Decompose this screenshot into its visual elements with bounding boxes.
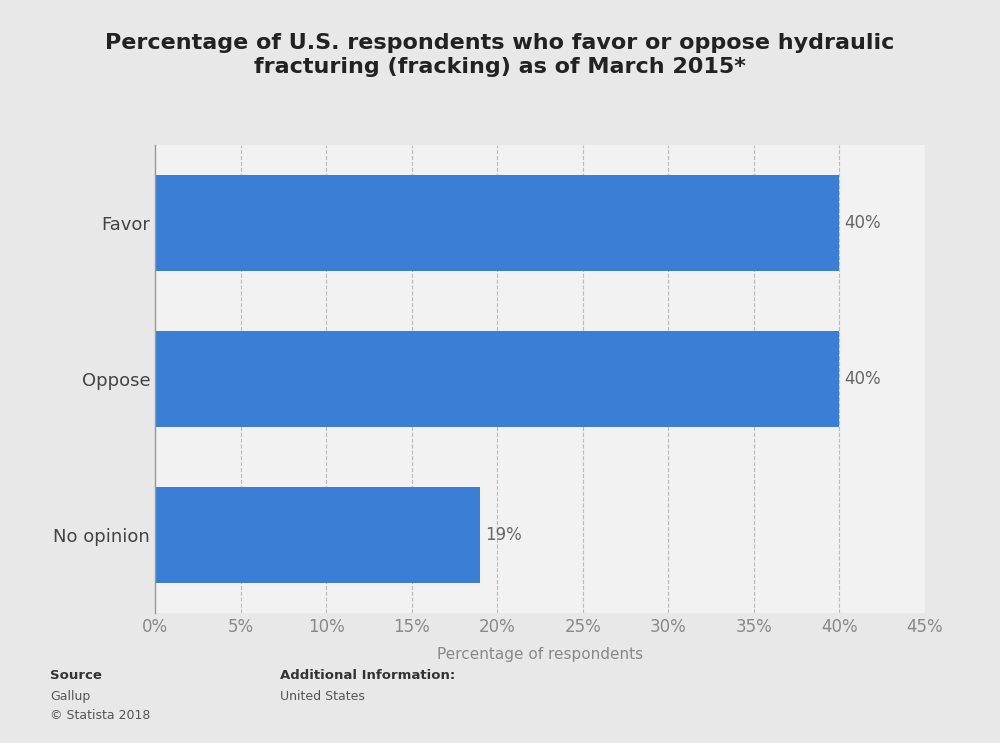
Text: 40%: 40% <box>845 214 881 232</box>
Bar <box>155 175 839 271</box>
Bar <box>155 331 839 427</box>
Text: 19%: 19% <box>485 526 522 544</box>
X-axis label: Percentage of respondents: Percentage of respondents <box>437 647 643 662</box>
Text: Source: Source <box>50 669 102 681</box>
Bar <box>155 487 480 583</box>
Text: Additional Information:: Additional Information: <box>280 669 455 681</box>
Text: Percentage of U.S. respondents who favor or oppose hydraulic
fracturing (frackin: Percentage of U.S. respondents who favor… <box>105 33 895 77</box>
Text: Gallup
© Statista 2018: Gallup © Statista 2018 <box>50 690 150 721</box>
Text: United States: United States <box>280 690 365 702</box>
Text: 40%: 40% <box>845 370 881 388</box>
